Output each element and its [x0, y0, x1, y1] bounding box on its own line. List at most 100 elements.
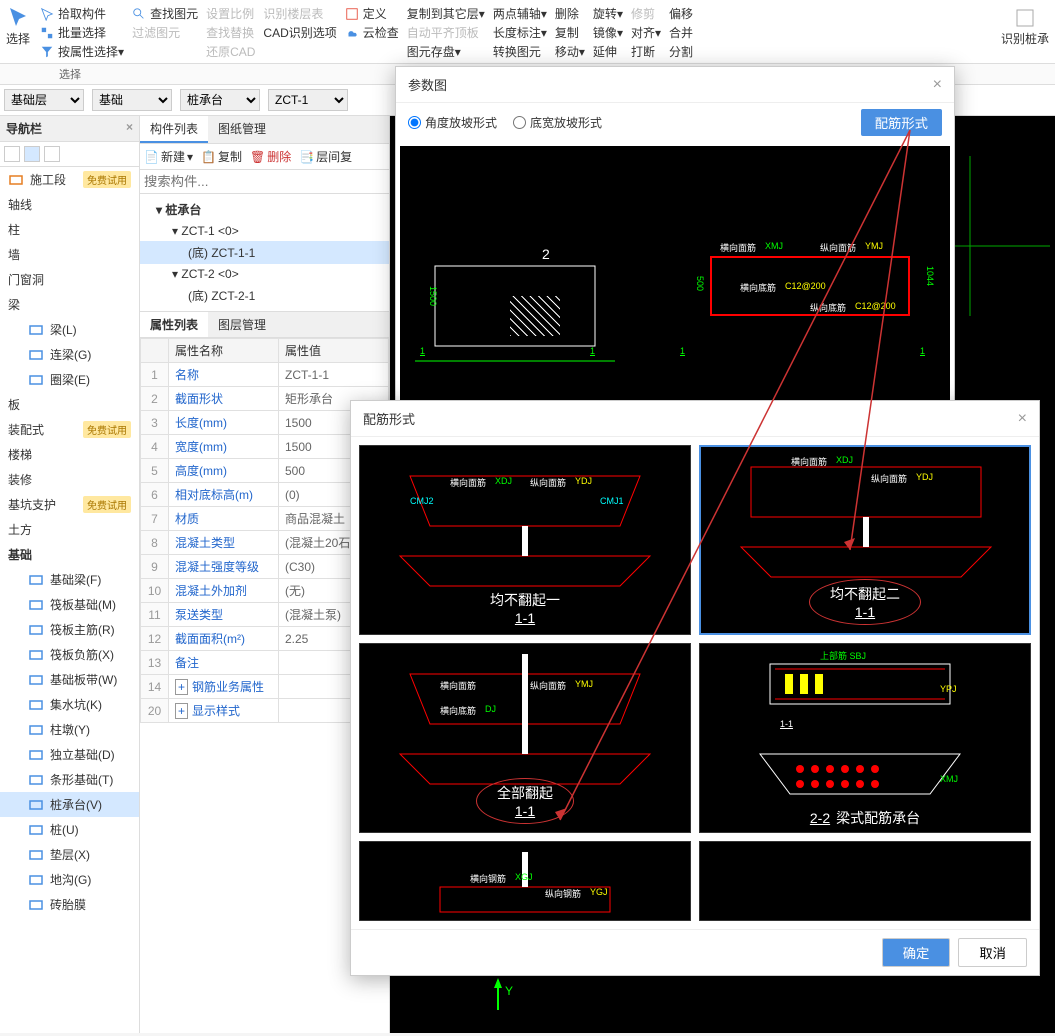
- split[interactable]: 分割: [665, 42, 697, 61]
- sidebar-item[interactable]: 桩(U): [0, 817, 139, 842]
- move[interactable]: 移动 ▾: [551, 42, 589, 61]
- search-input[interactable]: [144, 174, 385, 189]
- two-pt-aux[interactable]: 两点辅轴 ▾: [489, 4, 551, 23]
- tree-item[interactable]: ▾ 桩承台: [140, 198, 389, 221]
- sidebar-item[interactable]: 墙: [0, 242, 139, 267]
- define[interactable]: 定义: [341, 4, 403, 23]
- tab-properties[interactable]: 属性列表: [140, 312, 208, 337]
- sidebar-item[interactable]: 基坑支护免费试用: [0, 492, 139, 517]
- rebar-option-2[interactable]: 横向面筋 XDJ 纵向面筋 YDJ 均不翻起二1-1: [699, 445, 1031, 635]
- element-store[interactable]: 图元存盘 ▾: [403, 42, 489, 61]
- sidebar-item[interactable]: 板: [0, 392, 139, 417]
- prop-name: +显示样式: [169, 699, 279, 723]
- break[interactable]: 打断: [627, 42, 665, 61]
- tree-item[interactable]: (底) ZCT-2-1: [140, 284, 389, 307]
- sidebar-item[interactable]: 独立基础(D): [0, 742, 139, 767]
- copy-to-layer[interactable]: 复制到其它层 ▾: [403, 4, 489, 23]
- nav-view-2[interactable]: [24, 146, 40, 162]
- rebar-option-6[interactable]: [699, 841, 1031, 921]
- sidebar-item[interactable]: 筏板主筋(R): [0, 617, 139, 642]
- cad-recognize-options[interactable]: CAD识别选项: [259, 23, 340, 42]
- sidebar-item[interactable]: 施工段免费试用: [0, 167, 139, 192]
- batch-select[interactable]: 批量选择: [36, 23, 128, 42]
- ok-button[interactable]: 确定: [882, 938, 951, 967]
- rebar-dialog-header: 配筋形式 ×: [351, 401, 1039, 437]
- sidebar-item[interactable]: 集水坑(K): [0, 692, 139, 717]
- category-select[interactable]: 基础: [92, 89, 172, 111]
- table-row[interactable]: 1名称ZCT-1-1: [141, 363, 389, 387]
- rotate[interactable]: 旋转 ▾: [589, 4, 627, 23]
- rebar-option-1[interactable]: 横向面筋 XDJ 纵向面筋 YDJ CMJ2 CMJ1 均不翻起一1-1: [359, 445, 691, 635]
- sidebar-item[interactable]: 筏板负筋(X): [0, 642, 139, 667]
- close-icon[interactable]: ×: [1018, 410, 1027, 428]
- tab-drawing-mgmt[interactable]: 图纸管理: [208, 116, 276, 143]
- convert-element[interactable]: 转换图元: [489, 42, 551, 61]
- sidebar-item[interactable]: 装配式免费试用: [0, 417, 139, 442]
- new-button[interactable]: 📄 新建 ▾: [144, 148, 193, 165]
- sidebar-item[interactable]: 垫层(X): [0, 842, 139, 867]
- sidebar-item[interactable]: 土方: [0, 517, 139, 542]
- sidebar-item[interactable]: 装修: [0, 467, 139, 492]
- delete-button[interactable]: 🗑 删除: [250, 148, 291, 165]
- extend[interactable]: 延伸: [589, 42, 627, 61]
- delete[interactable]: 删除: [551, 4, 589, 23]
- prop-value[interactable]: ZCT-1-1: [279, 363, 389, 387]
- cloud-check[interactable]: 云检查: [341, 23, 403, 42]
- sidebar-item[interactable]: 门窗洞: [0, 267, 139, 292]
- tab-layer-mgmt[interactable]: 图层管理: [208, 312, 276, 337]
- sidebar-item[interactable]: 桩承台(V): [0, 792, 139, 817]
- rebar-option-4[interactable]: 上部筋 SBJ YPJ XMJ 1-1 2-2梁式配筋承台: [699, 643, 1031, 833]
- copy[interactable]: 复制: [551, 23, 589, 42]
- recognize-pile[interactable]: 识别桩承: [995, 4, 1055, 59]
- sidebar-item[interactable]: 柱: [0, 217, 139, 242]
- sidebar-item[interactable]: 圈梁(E): [0, 367, 139, 392]
- category-icon: [28, 372, 44, 388]
- sidebar-item[interactable]: 基础梁(F): [0, 567, 139, 592]
- by-property-select[interactable]: 按属性选择 ▾: [36, 42, 128, 61]
- opt-width[interactable]: 底宽放坡形式: [513, 114, 602, 131]
- tree-item[interactable]: ▾ ZCT-1 <0>: [140, 221, 389, 241]
- sidebar-item[interactable]: 梁: [0, 292, 139, 317]
- instance-select[interactable]: ZCT-1: [268, 89, 348, 111]
- pick-component[interactable]: 拾取构件: [36, 4, 128, 23]
- sidebar-item[interactable]: 基础: [0, 542, 139, 567]
- align[interactable]: 对齐 ▾: [627, 23, 665, 42]
- sidebar-item[interactable]: 轴线: [0, 192, 139, 217]
- sidebar-item[interactable]: 柱墩(Y): [0, 717, 139, 742]
- select-tool[interactable]: 选择: [0, 4, 36, 59]
- dialog-title: 参数图: [408, 75, 447, 94]
- sidebar-item[interactable]: 地沟(G): [0, 867, 139, 892]
- tree-item[interactable]: ▾ ZCT-2 <0>: [140, 264, 389, 284]
- sidebar-item[interactable]: 梁(L): [0, 317, 139, 342]
- rebar-form-button[interactable]: 配筋形式: [861, 109, 942, 136]
- find-element[interactable]: 查找图元: [128, 4, 202, 23]
- sidebar-item[interactable]: 楼梯: [0, 442, 139, 467]
- rebar-option-5[interactable]: 横向钢筋 XGJ 纵向钢筋 YGJ: [359, 841, 691, 921]
- length-annot[interactable]: 长度标注 ▾: [489, 23, 551, 42]
- inter-layer-button[interactable]: 📑 层间复: [299, 148, 352, 165]
- cancel-button[interactable]: 取消: [958, 938, 1027, 967]
- nav-toolbar: [0, 142, 139, 167]
- merge[interactable]: 合并: [665, 23, 697, 42]
- sidebar-item[interactable]: 条形基础(T): [0, 767, 139, 792]
- offset[interactable]: 偏移: [665, 4, 697, 23]
- sidebar-item[interactable]: 基础板带(W): [0, 667, 139, 692]
- type-select[interactable]: 桩承台: [180, 89, 260, 111]
- nav-view-1[interactable]: [4, 146, 20, 162]
- mirror[interactable]: 镜像 ▾: [589, 23, 627, 42]
- layer-select[interactable]: 基础层: [4, 89, 84, 111]
- sidebar-item[interactable]: 筏板基础(M): [0, 592, 139, 617]
- prop-name: 材质: [169, 507, 279, 531]
- tab-component-list[interactable]: 构件列表: [140, 116, 208, 143]
- rebar-option-3[interactable]: 横向面筋 纵向面筋 YMJ 横向底筋 DJ 全部翻起1-1: [359, 643, 691, 833]
- tree-item[interactable]: (底) ZCT-1-1: [140, 241, 389, 264]
- opt-angle[interactable]: 角度放坡形式: [408, 114, 497, 131]
- sidebar-item[interactable]: 砖胎膜: [0, 892, 139, 917]
- prop-name: 长度(mm): [169, 411, 279, 435]
- nav-view-3[interactable]: [44, 146, 60, 162]
- close-icon[interactable]: ×: [933, 76, 942, 94]
- close-icon[interactable]: ×: [126, 120, 133, 137]
- sidebar-item-label: 筏板负筋(X): [50, 646, 114, 663]
- copy-button[interactable]: 📋 复制: [201, 148, 242, 165]
- sidebar-item[interactable]: 连梁(G): [0, 342, 139, 367]
